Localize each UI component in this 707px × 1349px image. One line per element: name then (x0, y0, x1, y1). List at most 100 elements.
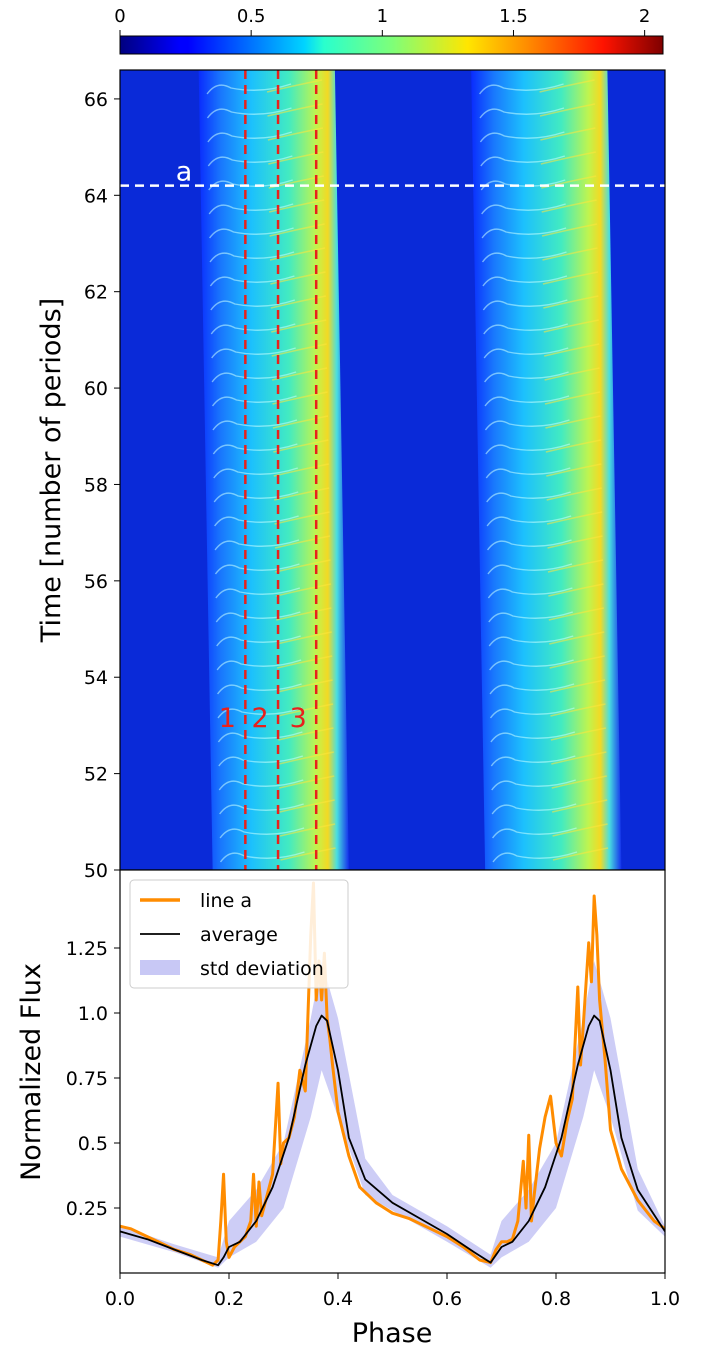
legend-label-std-deviation: std deviation (200, 958, 324, 980)
heatmap-streak (274, 535, 331, 549)
heatmap-streak (217, 683, 302, 695)
colorbar: 0 0.5 1 1.5 2 (114, 6, 664, 55)
std-deviation-band (120, 961, 665, 1268)
colorbar-gradient (119, 35, 664, 55)
x-tick-label: 1.0 (650, 1288, 680, 1310)
heatmap-streak (488, 611, 574, 623)
heatmap-streak (269, 223, 325, 237)
legend-label-average: average (200, 924, 278, 946)
y-tick-label: 1.25 (66, 938, 108, 960)
heatmap-bands (198, 56, 622, 870)
heatmap-streak (546, 487, 602, 501)
heatmap-streak (219, 827, 305, 839)
heatmap-streak (206, 83, 292, 95)
heatmap-streak (214, 539, 300, 551)
heatmap-streak (271, 367, 328, 381)
vertical-marker-label: 1 (219, 703, 236, 734)
heatmap-streak (279, 775, 335, 789)
heatmap-streak (269, 247, 326, 261)
legend-box (129, 879, 349, 989)
colorbar-tick-label: 0.5 (237, 6, 266, 27)
heatmap-streak (278, 727, 334, 741)
heatmap-streak (267, 103, 323, 117)
heatmap-streak (491, 803, 577, 815)
x-tick-label: 0.0 (105, 1288, 135, 1310)
line-plot-y-axis-label: Normalized Flux (16, 963, 47, 1181)
heatmap-streak (214, 563, 300, 575)
heatmap-streak (207, 131, 293, 143)
y-tick-label: 66 (84, 89, 108, 111)
heatmap-streak (546, 463, 602, 477)
heatmap-streak (280, 847, 336, 861)
heatmap-band (198, 70, 349, 870)
heatmap-streak (548, 607, 604, 621)
line-a-series (120, 881, 665, 1267)
heatmap-streak (552, 847, 609, 861)
heatmap-streak (492, 851, 578, 863)
heatmap-streak (481, 203, 566, 215)
heatmap-streak (543, 319, 599, 333)
heatmap-streak (551, 775, 607, 789)
heatmap-streak (549, 655, 605, 669)
heatmap-streak (490, 731, 576, 743)
heatmap-streak (216, 635, 301, 647)
heatmap-streak (540, 127, 596, 141)
heatmap-streak (548, 583, 604, 597)
heatmap-streak (489, 707, 575, 719)
heatmap-streak (544, 391, 601, 405)
heatmap-streak (485, 443, 571, 455)
heatmap-panel: 1 2 3 a 50 52 54 56 58 60 62 64 66 Time [number of … (36, 56, 666, 882)
heatmap-streak (268, 175, 324, 189)
heatmap-streak (486, 515, 572, 527)
heatmap-streak (489, 659, 574, 671)
heatmap-streak (484, 419, 570, 431)
heatmap-streak (216, 659, 302, 671)
heatmap-streak (551, 799, 608, 813)
heatmap-streak (268, 199, 325, 213)
heatmap-streak (550, 703, 606, 717)
heatmap-streak (270, 295, 327, 309)
heatmap-streak (541, 175, 597, 189)
heatmap-streak (482, 299, 568, 311)
heatmap-streak (206, 107, 292, 119)
legend: line a average std deviation (129, 879, 349, 989)
heatmap-streak (208, 203, 294, 215)
heatmap-streak (272, 415, 329, 429)
heatmap-streak (541, 223, 598, 237)
heatmap-streak (485, 467, 571, 479)
heatmap-streak (481, 251, 567, 263)
heatmap-streak (271, 319, 327, 333)
heatmap-streak (267, 56, 322, 68)
heatmap-streak (546, 511, 603, 525)
heatmap-streak (215, 611, 301, 623)
heatmap-streak (484, 395, 570, 407)
heatmap-streak (209, 251, 295, 263)
line-plot-frame (119, 869, 666, 1274)
heatmap-streak (218, 755, 304, 767)
horizontal-marker-label: a (176, 157, 193, 188)
y-tick-label: 58 (84, 474, 108, 496)
heatmap-streak (547, 535, 603, 549)
heatmap-band (471, 70, 622, 870)
heatmap-streak (490, 755, 576, 767)
heatmap-streak (484, 371, 569, 383)
heatmap-streak (552, 823, 608, 837)
heatmap-streak (214, 515, 299, 527)
heatmap-streak (279, 799, 335, 813)
y-tick-label: 0.5 (78, 1133, 108, 1155)
heatmap-streak (544, 367, 600, 381)
heatmap-streak (491, 779, 576, 791)
y-tick-label: 0.75 (66, 1068, 108, 1090)
heatmap-streak (207, 155, 293, 167)
colorbar-tick-label: 0 (114, 6, 125, 27)
heatmap-streak (539, 103, 596, 117)
heatmap-streak (544, 343, 600, 357)
heatmap-streak (483, 323, 568, 335)
heatmap-streak (278, 751, 334, 765)
heatmap-streak (270, 271, 326, 285)
heatmap-streak (489, 683, 575, 695)
vertical-marker-label: 3 (290, 703, 307, 734)
heatmap-streak (215, 587, 301, 599)
heatmap-streak (545, 439, 602, 453)
